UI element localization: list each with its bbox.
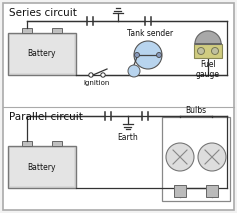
Text: Series circuit: Series circuit — [9, 8, 77, 18]
Circle shape — [197, 47, 205, 55]
FancyBboxPatch shape — [206, 185, 218, 197]
Circle shape — [101, 73, 105, 77]
Text: Battery: Battery — [28, 49, 56, 59]
Text: Earth: Earth — [108, 0, 128, 3]
FancyBboxPatch shape — [162, 117, 230, 201]
Circle shape — [89, 73, 93, 77]
Circle shape — [128, 65, 140, 77]
FancyBboxPatch shape — [194, 44, 222, 58]
Circle shape — [135, 52, 140, 58]
Text: Ignition: Ignition — [84, 80, 110, 86]
FancyBboxPatch shape — [22, 141, 32, 146]
FancyBboxPatch shape — [10, 148, 74, 186]
FancyBboxPatch shape — [3, 3, 234, 210]
Circle shape — [134, 41, 162, 69]
FancyBboxPatch shape — [8, 33, 76, 75]
FancyBboxPatch shape — [10, 35, 74, 73]
Text: Parallel circuit: Parallel circuit — [9, 112, 83, 122]
Text: Battery: Battery — [28, 163, 56, 171]
Text: Earth: Earth — [118, 134, 138, 142]
FancyBboxPatch shape — [52, 141, 62, 146]
FancyBboxPatch shape — [52, 28, 62, 33]
Circle shape — [198, 143, 226, 171]
Circle shape — [166, 143, 194, 171]
Circle shape — [156, 52, 161, 58]
Text: Bulbs: Bulbs — [185, 106, 207, 115]
Text: Tank sender: Tank sender — [127, 29, 173, 38]
FancyBboxPatch shape — [22, 28, 32, 33]
Text: Fuel
gauge: Fuel gauge — [196, 60, 220, 79]
Polygon shape — [195, 31, 221, 44]
FancyBboxPatch shape — [8, 146, 76, 188]
FancyBboxPatch shape — [174, 185, 186, 197]
Circle shape — [211, 47, 219, 55]
